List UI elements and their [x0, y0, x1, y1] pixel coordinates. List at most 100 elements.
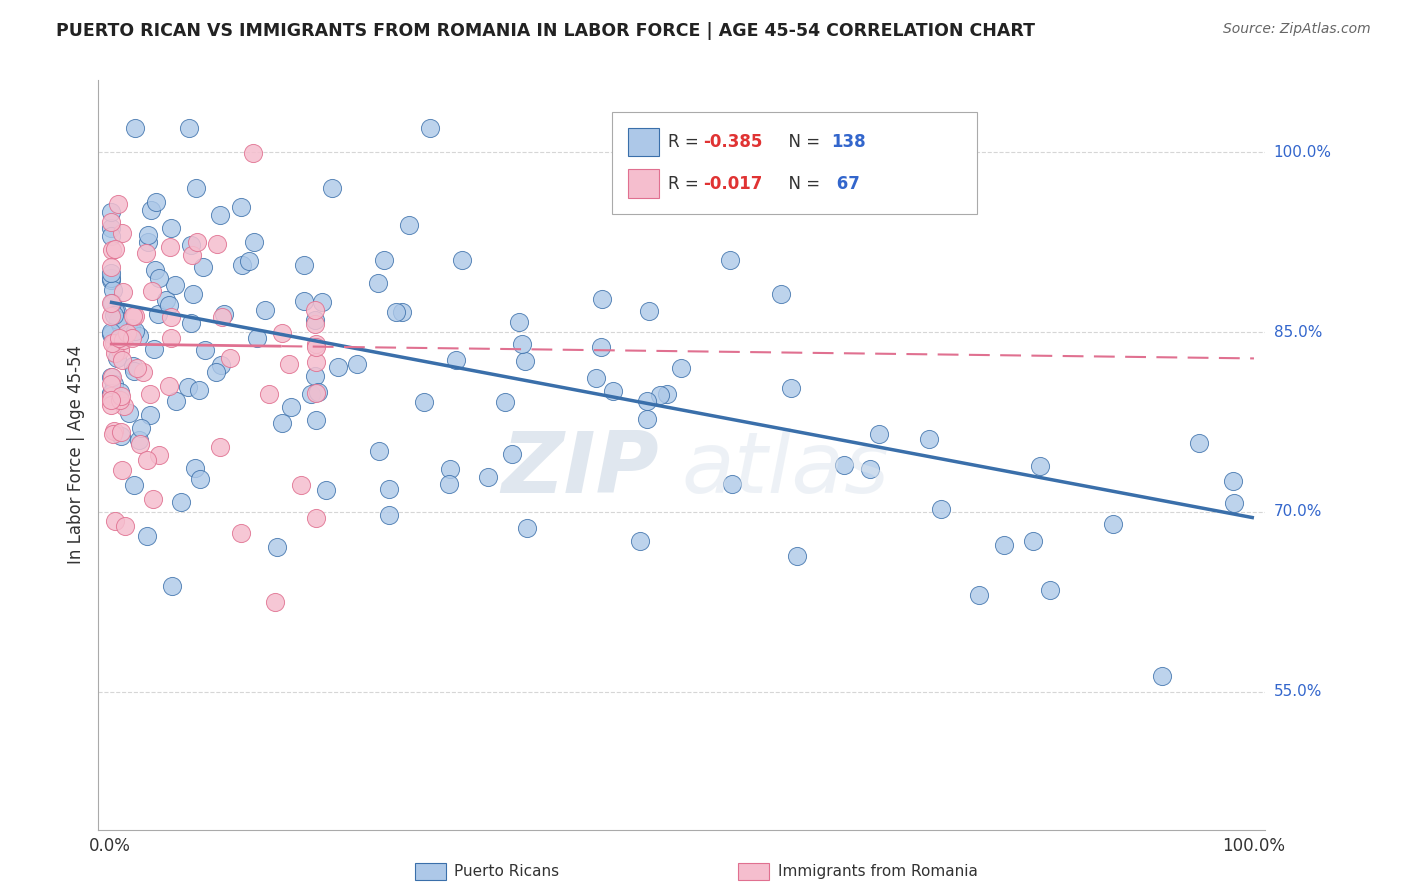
Point [101, 369, 124, 384]
Point [231, 258, 253, 272]
Point [165, 394, 187, 409]
Point [208, 208, 231, 222]
Point [108, 392, 131, 407]
Point [146, 307, 169, 321]
Point [304, 317, 326, 331]
Point [238, 253, 260, 268]
Point [205, 237, 228, 252]
Point [669, 360, 692, 375]
Point [110, 425, 132, 439]
Point [160, 331, 183, 345]
Point [510, 337, 533, 351]
Point [100, 215, 122, 229]
Point [246, 331, 269, 345]
Text: ZIP: ZIP [501, 428, 658, 511]
Point [591, 292, 613, 306]
Point [100, 260, 122, 274]
Point [373, 253, 395, 268]
Point [259, 387, 281, 401]
Point [315, 483, 337, 498]
Point [918, 432, 941, 446]
Point [107, 197, 129, 211]
Point [117, 406, 139, 420]
Point [103, 376, 125, 391]
Point [103, 424, 125, 438]
Point [305, 337, 328, 351]
Point [969, 588, 991, 602]
Point [193, 260, 215, 275]
Point [377, 508, 399, 522]
Point [100, 326, 122, 341]
Point [148, 270, 170, 285]
Point [242, 145, 264, 160]
Point [159, 240, 181, 254]
Point [121, 331, 143, 345]
Point [107, 313, 129, 327]
Point [630, 534, 652, 549]
Point [307, 385, 329, 400]
Point [135, 246, 157, 260]
Point [391, 305, 413, 319]
Point [121, 359, 143, 374]
Point [721, 476, 744, 491]
Point [100, 325, 122, 339]
Point [412, 395, 434, 409]
Point [124, 310, 146, 324]
Point [141, 284, 163, 298]
Point [194, 343, 217, 357]
Text: 67: 67 [831, 175, 860, 193]
Point [103, 427, 125, 442]
Point [100, 270, 122, 285]
Point [305, 340, 328, 354]
Text: PUERTO RICAN VS IMMIGRANTS FROM ROMANIA IN LABOR FORCE | AGE 45-54 CORRELATION C: PUERTO RICAN VS IMMIGRANTS FROM ROMANIA … [56, 22, 1035, 40]
Point [229, 200, 252, 214]
Point [367, 276, 389, 290]
Point [111, 226, 134, 240]
Point [770, 287, 793, 301]
Point [114, 518, 136, 533]
Point [636, 394, 658, 409]
Text: N =: N = [778, 175, 825, 193]
Text: Puerto Ricans: Puerto Ricans [454, 864, 560, 879]
Point [105, 351, 128, 365]
Point [508, 315, 530, 329]
Point [585, 371, 607, 385]
Point [385, 305, 408, 319]
Point [103, 308, 125, 322]
Point [859, 462, 882, 476]
Point [157, 298, 180, 312]
Point [159, 310, 181, 324]
Point [1223, 496, 1246, 510]
Y-axis label: In Labor Force | Age 45-54: In Labor Force | Age 45-54 [66, 345, 84, 565]
Point [160, 579, 183, 593]
Point [444, 352, 467, 367]
Point [143, 263, 166, 277]
Point [100, 204, 122, 219]
Point [1021, 534, 1043, 549]
Point [100, 389, 122, 403]
Point [271, 326, 294, 341]
Point [188, 384, 211, 398]
Point [111, 352, 134, 367]
Point [1039, 583, 1062, 598]
Point [132, 365, 155, 379]
Point [100, 387, 122, 401]
Point [100, 221, 122, 235]
Point [128, 329, 150, 343]
Text: 100.0%: 100.0% [1274, 145, 1331, 160]
Point [177, 380, 200, 394]
Point [209, 358, 232, 372]
Point [186, 235, 208, 250]
Point [513, 353, 536, 368]
Point [254, 302, 277, 317]
Text: R =: R = [668, 175, 704, 193]
Point [170, 495, 193, 509]
Point [204, 365, 226, 379]
Point [112, 333, 135, 347]
Point [242, 235, 264, 249]
Point [143, 342, 166, 356]
Point [129, 420, 152, 434]
Text: Immigrants from Romania: Immigrants from Romania [778, 864, 977, 879]
Point [120, 320, 142, 334]
Point [277, 357, 299, 371]
